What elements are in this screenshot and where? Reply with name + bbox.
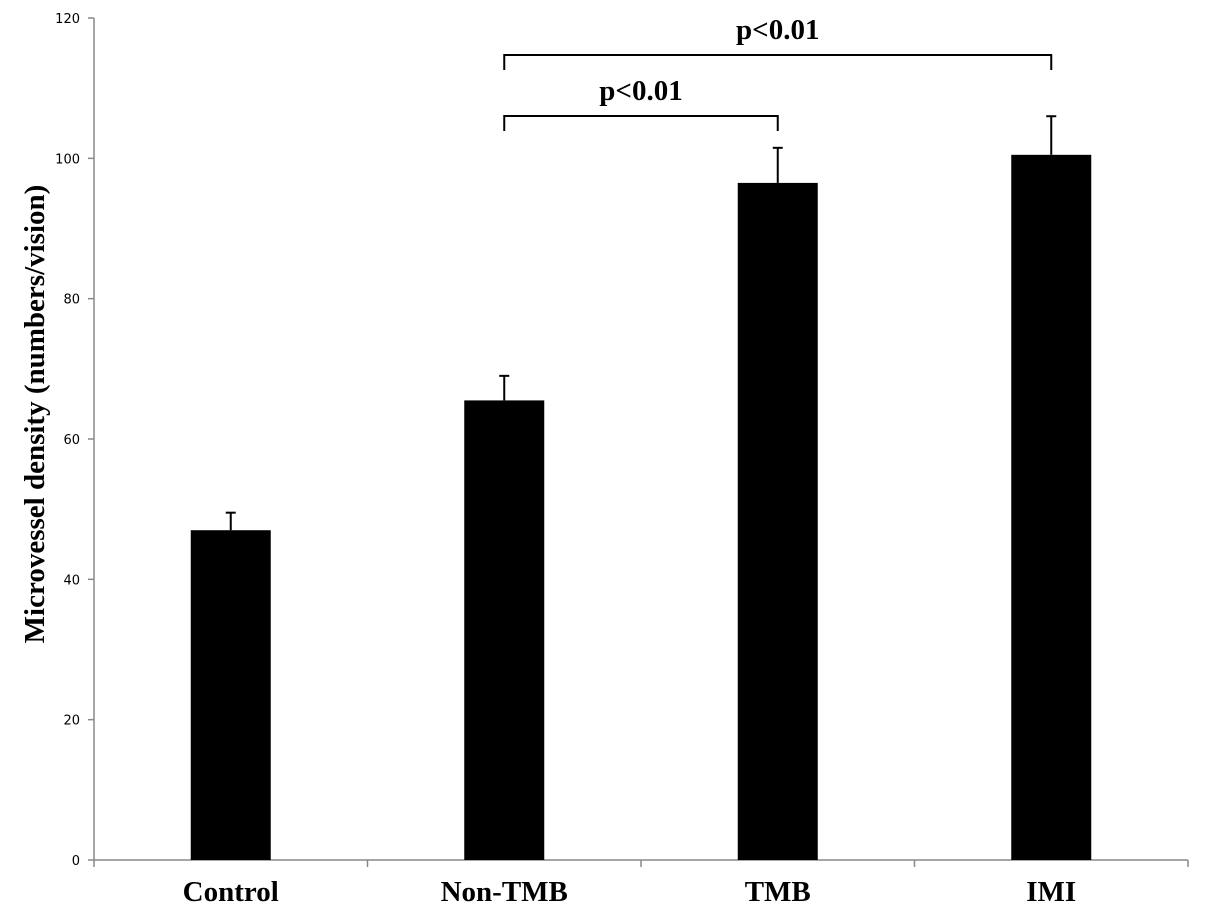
x-tick-label: Non-TMB <box>441 876 568 908</box>
significance-bracket: p<0.01 <box>503 14 1053 70</box>
y-axis: 0 20 40 60 80 100 120 <box>55 12 95 869</box>
y-axis-title: Microvessel density (numbers/vision) <box>19 185 51 644</box>
bar <box>1011 154 1092 860</box>
y-tick-label: 120 <box>55 12 80 27</box>
error-bar <box>499 374 510 401</box>
bracket-line <box>503 54 1053 70</box>
error-bar <box>772 146 783 183</box>
significance-label: p<0.01 <box>599 75 682 107</box>
bars <box>190 154 1092 860</box>
y-tick-label: 20 <box>63 714 80 729</box>
x-tick-label: Control <box>183 876 279 908</box>
error-bar <box>225 511 236 531</box>
x-tick-label: TMB <box>745 876 811 908</box>
error-bar <box>1046 115 1057 155</box>
significance-bracket: p<0.01 <box>503 75 779 131</box>
y-tick-label: 40 <box>63 573 80 588</box>
x-axis: Control Non-TMB TMB IMI <box>93 859 1189 908</box>
error-bars <box>225 115 1057 531</box>
y-tick-label: 100 <box>55 152 80 167</box>
x-tick-label: IMI <box>1026 876 1076 908</box>
y-tick-label: 0 <box>72 854 80 869</box>
bracket-line <box>503 115 779 131</box>
bar <box>737 182 818 860</box>
significance-label: p<0.01 <box>736 14 819 46</box>
y-tick-label: 80 <box>63 293 80 308</box>
bar <box>190 530 271 860</box>
y-tick-label: 60 <box>63 433 80 448</box>
bar <box>464 400 545 860</box>
significance-brackets: p<0.01 p<0.01 <box>503 14 1053 131</box>
